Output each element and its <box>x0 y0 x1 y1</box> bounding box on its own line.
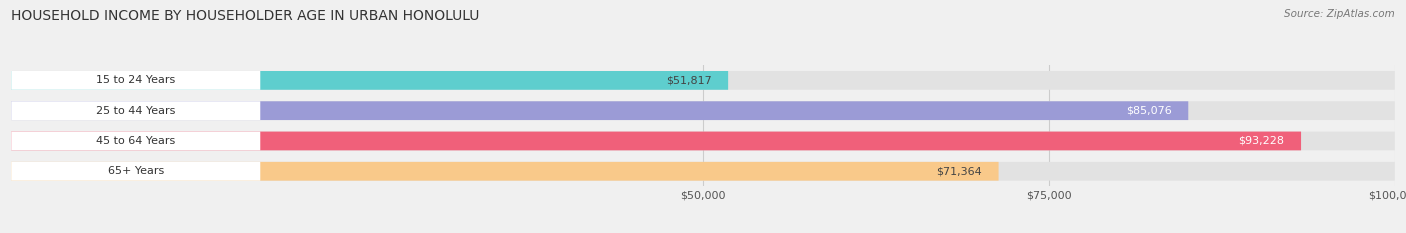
FancyBboxPatch shape <box>11 162 260 181</box>
FancyBboxPatch shape <box>11 71 1395 90</box>
Text: HOUSEHOLD INCOME BY HOUSEHOLDER AGE IN URBAN HONOLULU: HOUSEHOLD INCOME BY HOUSEHOLDER AGE IN U… <box>11 9 479 23</box>
Text: Source: ZipAtlas.com: Source: ZipAtlas.com <box>1284 9 1395 19</box>
Text: $85,076: $85,076 <box>1126 106 1171 116</box>
Text: $93,228: $93,228 <box>1239 136 1285 146</box>
FancyBboxPatch shape <box>11 71 260 90</box>
Text: 15 to 24 Years: 15 to 24 Years <box>96 75 176 85</box>
FancyBboxPatch shape <box>11 101 260 120</box>
FancyBboxPatch shape <box>11 132 1395 150</box>
FancyBboxPatch shape <box>11 132 1301 150</box>
Text: 65+ Years: 65+ Years <box>108 166 165 176</box>
FancyBboxPatch shape <box>11 132 260 150</box>
Text: $71,364: $71,364 <box>936 166 981 176</box>
Text: 25 to 44 Years: 25 to 44 Years <box>96 106 176 116</box>
Text: 45 to 64 Years: 45 to 64 Years <box>96 136 176 146</box>
FancyBboxPatch shape <box>11 162 1395 181</box>
FancyBboxPatch shape <box>11 162 998 181</box>
FancyBboxPatch shape <box>11 101 1395 120</box>
Text: $51,817: $51,817 <box>666 75 711 85</box>
FancyBboxPatch shape <box>11 101 1188 120</box>
FancyBboxPatch shape <box>11 71 728 90</box>
